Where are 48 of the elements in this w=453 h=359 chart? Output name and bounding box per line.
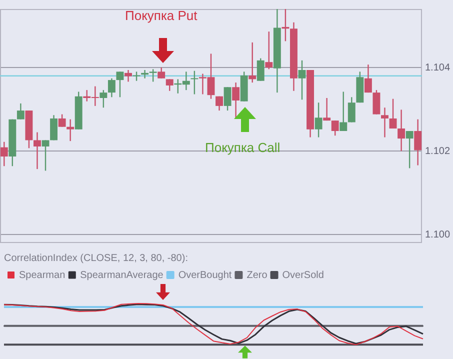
candlestick (149, 68, 157, 82)
candlestick (314, 102, 322, 138)
candlestick (141, 69, 149, 79)
candlestick (108, 78, 116, 98)
annotation: Покупка Call (205, 140, 280, 155)
candlestick (298, 60, 306, 100)
legend-label: Spearman (19, 270, 66, 281)
candlestick (256, 58, 264, 82)
candlestick (16, 102, 24, 120)
annotation: Покупка Put (125, 8, 198, 23)
candlestick (331, 120, 339, 136)
candlestick (58, 114, 66, 128)
candlestick (248, 42, 256, 84)
candlestick (348, 96, 356, 123)
candlestick (224, 86, 232, 112)
candlestick (132, 71, 140, 82)
legend-label: SpearmanAverage (80, 270, 164, 281)
candlestick (265, 30, 273, 70)
candlestick (372, 89, 380, 115)
candlestick (190, 70, 198, 95)
candlestick (42, 140, 50, 172)
legend-label: OverSold (282, 270, 324, 281)
candlestick (414, 118, 422, 166)
candlestick (124, 69, 132, 82)
candlestick (116, 71, 124, 98)
candlestick (66, 118, 74, 142)
y-tick-label: 1.104 (424, 62, 450, 74)
candlestick (364, 64, 372, 94)
candlestick (323, 97, 331, 122)
candlestick (406, 130, 414, 169)
candlestick (398, 109, 406, 152)
candlestick (282, 8, 290, 42)
candlestick (166, 78, 174, 92)
candlestick (158, 66, 166, 79)
legend-label: Zero (246, 270, 268, 281)
candlestick (50, 114, 58, 141)
candlestick (100, 89, 108, 108)
candlestick (0, 141, 8, 167)
candlestick (216, 96, 223, 112)
candlestick (381, 107, 388, 138)
candlestick (340, 91, 348, 132)
legend-label: OverBought (178, 270, 232, 281)
y-tick-label: 1.102 (424, 146, 450, 157)
candlestick (232, 82, 240, 120)
legend-title: CorrelationIndex (CLOSE, 12, 3, 80, -80): (4, 252, 188, 264)
candlestick (34, 132, 41, 170)
y-tick-label: 1.100 (424, 229, 450, 240)
candlestick (389, 98, 397, 130)
